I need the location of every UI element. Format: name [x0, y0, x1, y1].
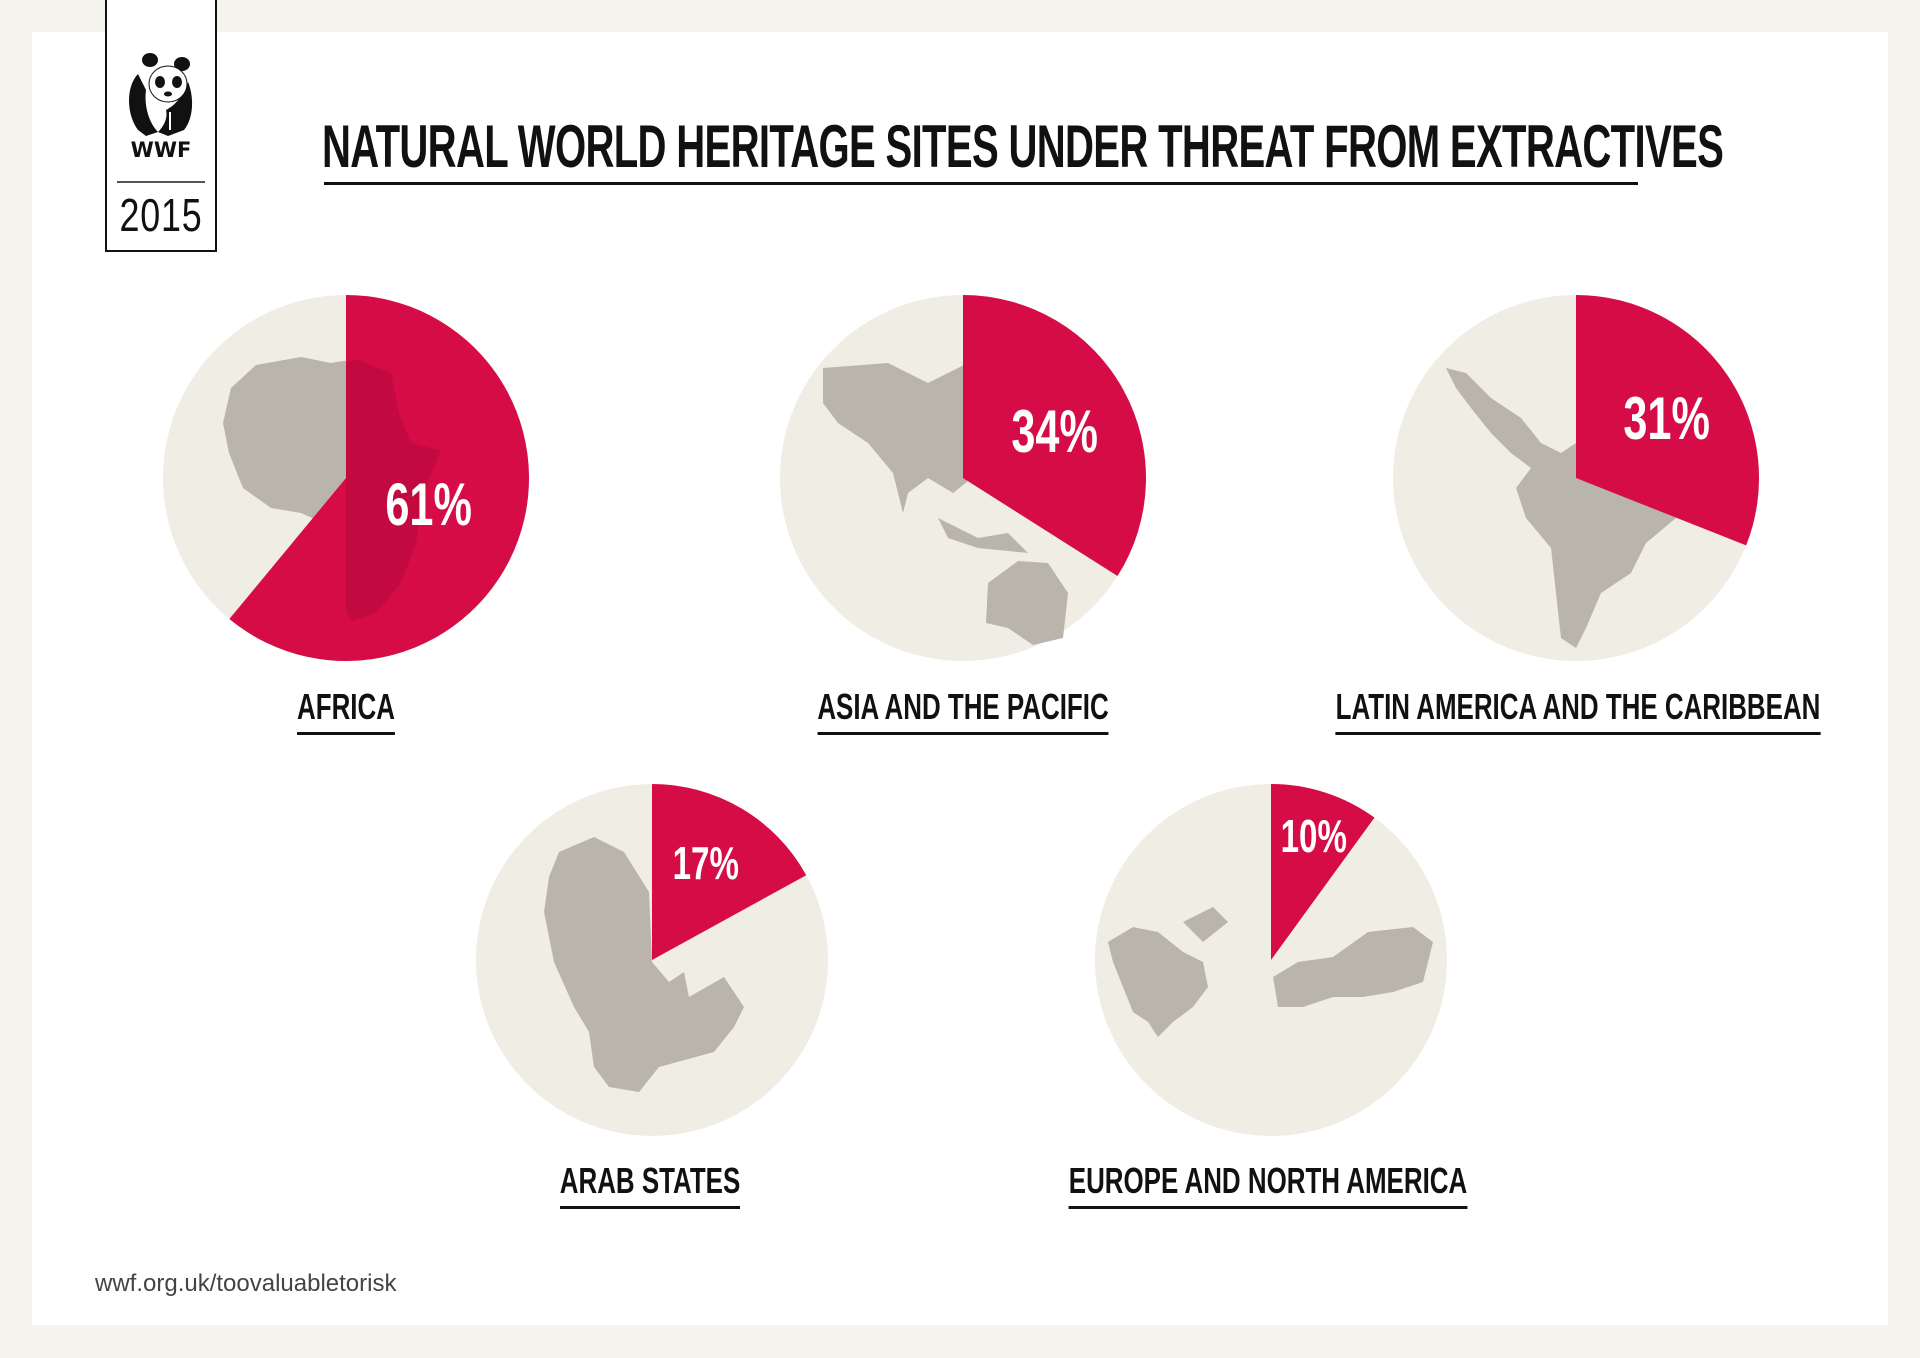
pie-arab-states: [476, 784, 828, 1136]
indonesia-map-icon: [938, 518, 1028, 553]
panda-logo-icon: [129, 53, 193, 136]
percent-label-europe-north-america: 10%: [1280, 810, 1347, 862]
region-label-text: ARAB STATES: [559, 1160, 741, 1209]
footer-url[interactable]: wwf.org.uk/toovaluabletorisk: [95, 1270, 397, 1297]
pie-europe-north-america: [1095, 784, 1447, 1136]
logo-divider: [117, 181, 205, 183]
latin-america-map-icon: [1446, 368, 1681, 648]
pie-latin-america: [1393, 295, 1760, 661]
pie-asia-pacific: [780, 295, 1147, 661]
region-label-text: EUROPE AND NORTH AMERICA: [1068, 1160, 1468, 1209]
africa-map-overlay: [346, 359, 441, 621]
year-label: 2015: [119, 189, 203, 241]
north-america-map-icon: [1108, 927, 1208, 1037]
pie-wedge-threat: [963, 295, 1147, 577]
page-title: NATURAL WORLD HERITAGE SITES UNDER THREA…: [322, 113, 1724, 180]
greenland-map-icon: [1183, 907, 1228, 942]
percent-label-latin-america: 31%: [1623, 385, 1710, 452]
infographic-card: [32, 32, 1888, 1325]
percent-label-africa: 61%: [385, 471, 472, 538]
pie-wedge-threat: [652, 784, 807, 960]
title-underline: [324, 182, 1638, 185]
pie-wedge-threat: [1271, 784, 1375, 960]
region-label-africa: AFRICA: [202, 686, 490, 735]
wwf-logo-text: WWF: [130, 138, 192, 162]
australia-map-icon: [986, 561, 1068, 645]
region-label-text: LATIN AMERICA AND THE CARIBBEAN: [1335, 686, 1821, 735]
region-label-europe-north-america: EUROPE AND NORTH AMERICA: [1016, 1160, 1520, 1209]
region-label-text: AFRICA: [297, 686, 395, 735]
region-label-asia-pacific: ASIA AND THE PACIFIC: [783, 686, 1143, 735]
region-label-latin-america: LATIN AMERICA AND THE CARIBBEAN: [1290, 686, 1866, 735]
percent-label-arab-states: 17%: [672, 837, 739, 889]
eurasia-map-icon: [1273, 927, 1433, 1007]
pie-wedge-threat: [1576, 295, 1760, 546]
arabian-peninsula-map-icon: [544, 837, 744, 1092]
region-label-arab-states: ARAB STATES: [506, 1160, 794, 1209]
wwf-logo-box: WWF 2015: [105, 0, 217, 252]
region-label-text: ASIA AND THE PACIFIC: [817, 686, 1109, 735]
percent-label-asia-pacific: 34%: [1011, 398, 1098, 465]
pie-africa: [163, 295, 530, 661]
